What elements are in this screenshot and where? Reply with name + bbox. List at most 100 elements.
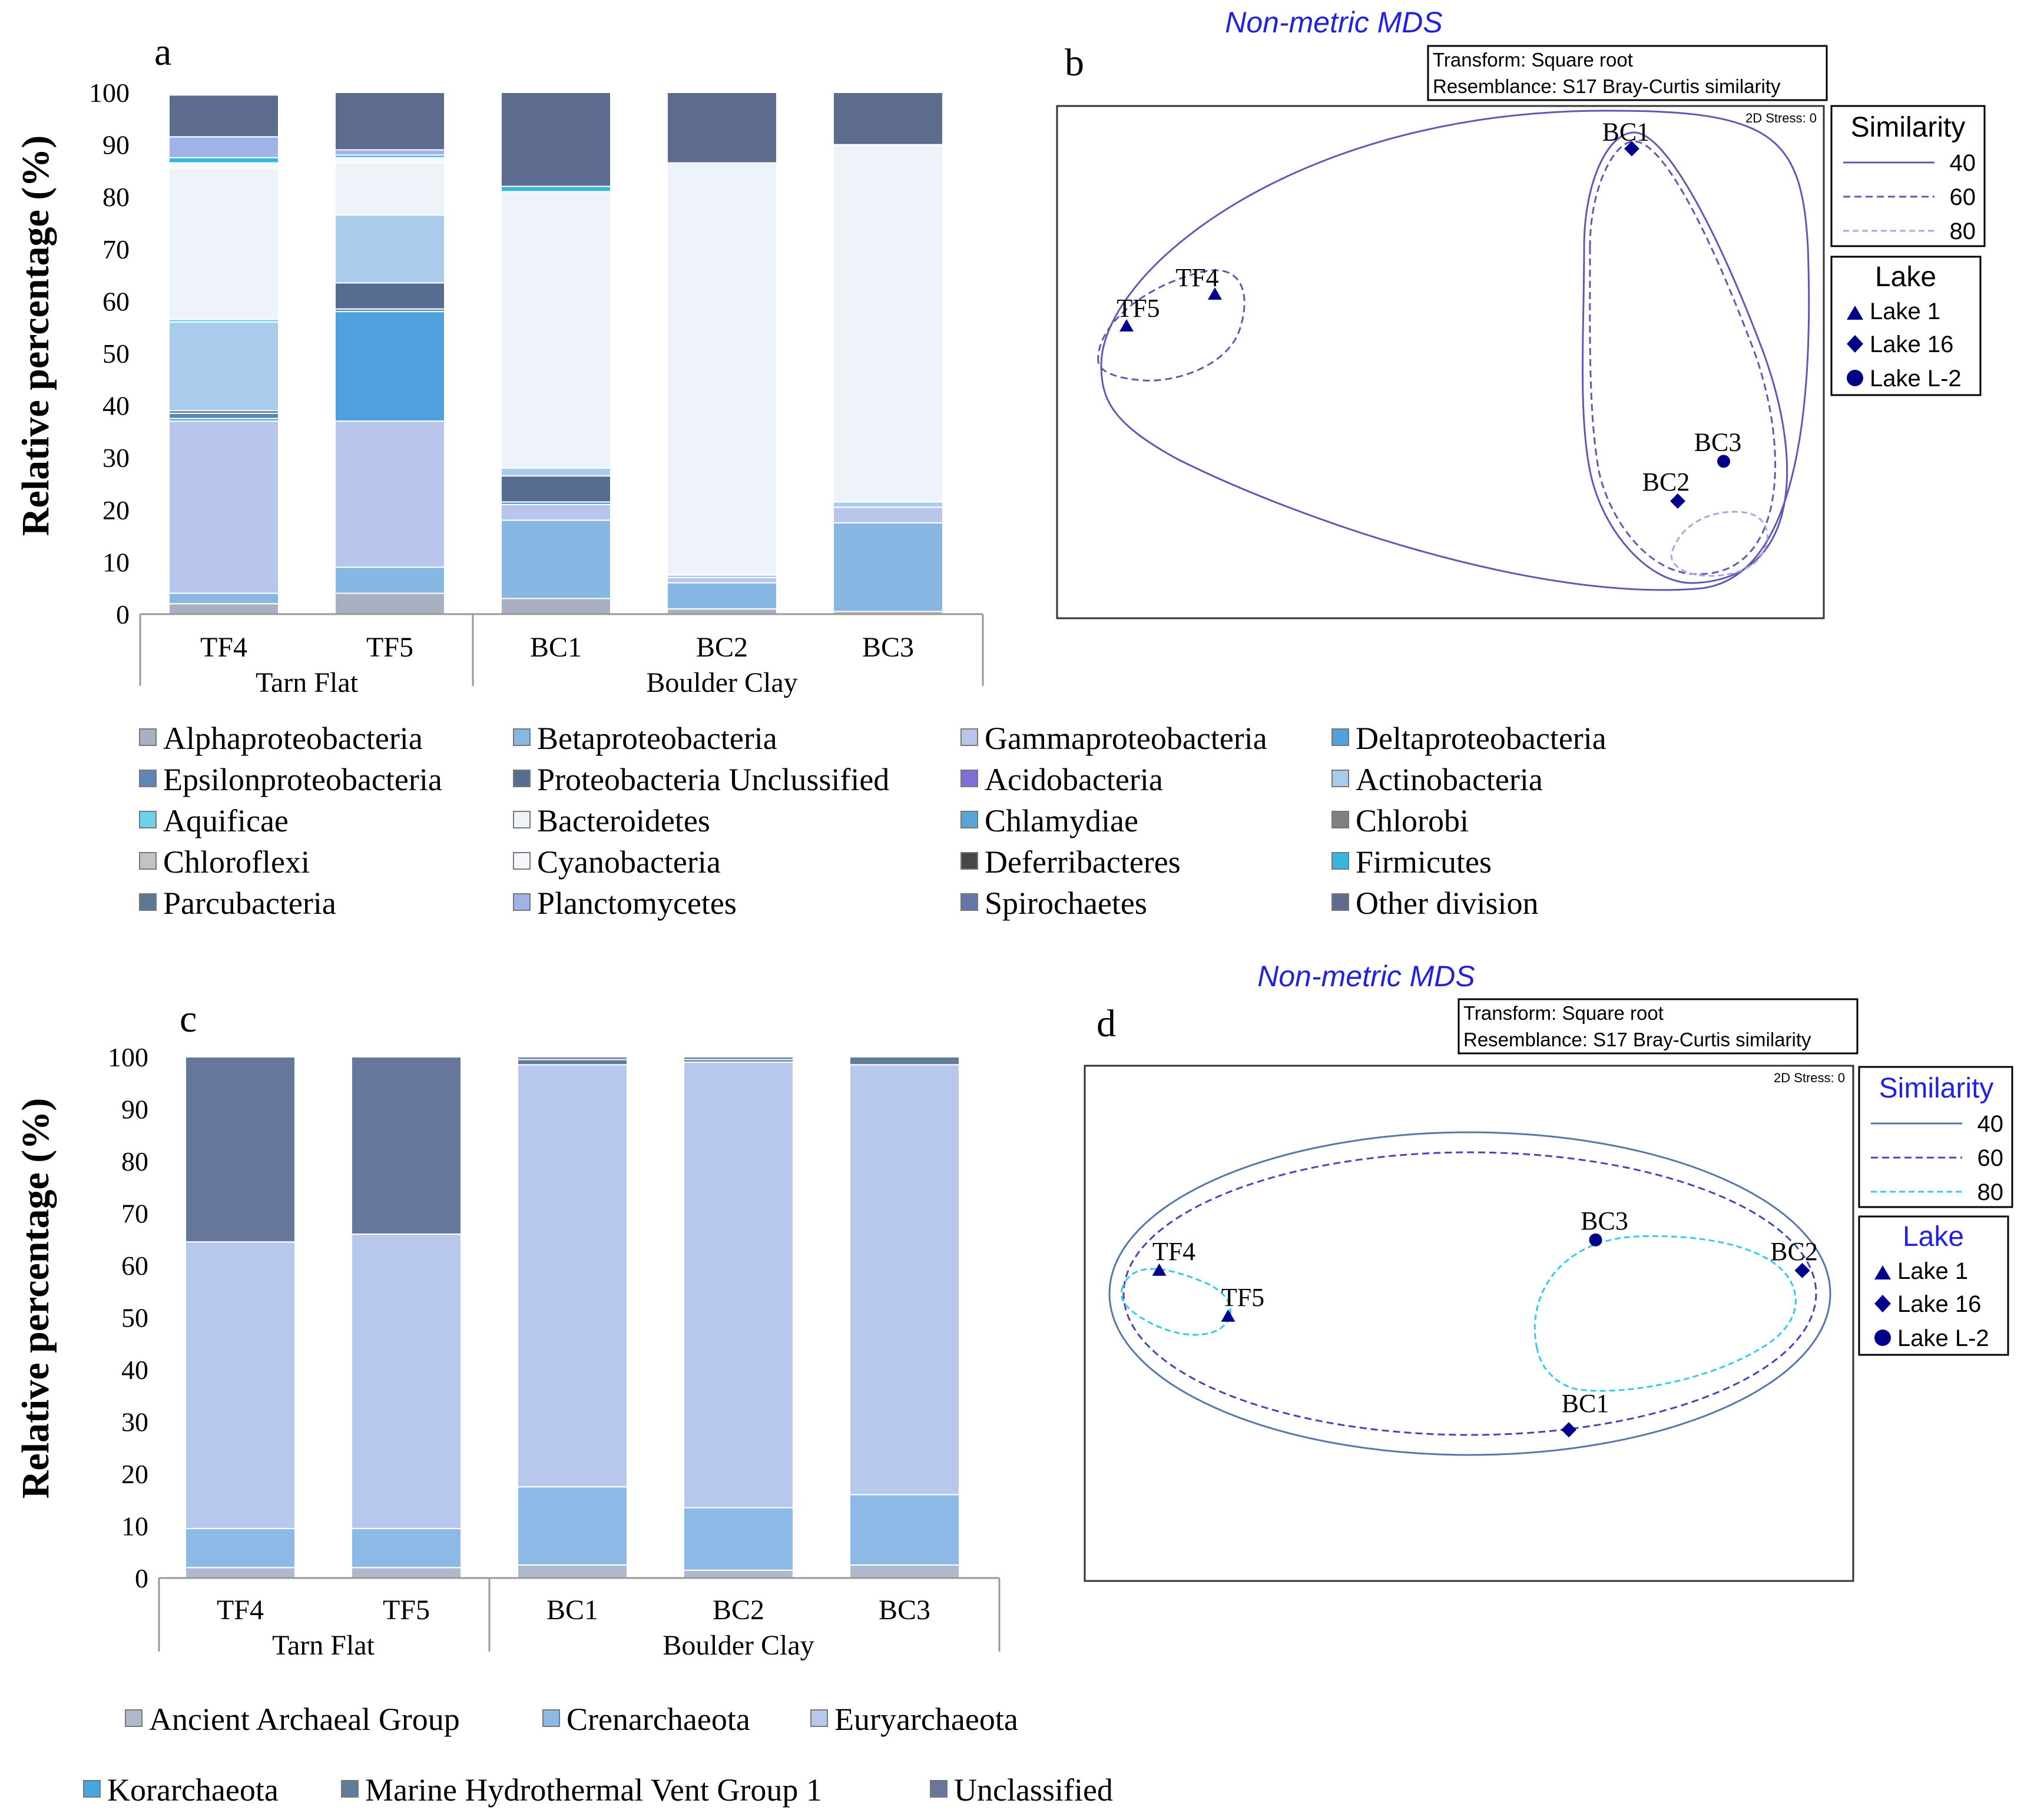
bar-segment-other-division-bc3 — [833, 92, 943, 145]
bar-segment-bacteroidetes-bc1 — [501, 191, 611, 469]
contour-60-d — [1122, 1151, 1817, 1436]
bar-segment-euryarchaeota-tf4 — [185, 1241, 296, 1529]
bar-segment-euryarchaeota-bc1 — [517, 1064, 628, 1488]
x-tick-label: BC2 — [713, 1594, 764, 1626]
y-axis-a: 0 10 20 30 40 50 60 70 80 90 100 — [89, 78, 130, 629]
bar-segment-firmicutes-tf4 — [168, 157, 279, 164]
legend-swatch-chloroflexi — [139, 852, 157, 870]
legend-swatch-other-division — [1331, 893, 1349, 911]
legend-swatch-firmicutes — [1331, 852, 1349, 870]
contour-80-bc-b — [1670, 510, 1768, 577]
bar-segment-gammaproteobacteria-bc3 — [833, 506, 943, 523]
x-tick-label: TF4 — [217, 1594, 264, 1626]
bar-segment-other-division-tf5 — [334, 92, 445, 151]
bar-segment-unclassified-tf4 — [185, 1056, 296, 1243]
bar-segment-unclassified-tf5 — [351, 1056, 462, 1235]
bar-segment-betaproteobacteria-bc2 — [667, 582, 777, 610]
bar-segment-actinobacteria-tf4 — [168, 321, 279, 412]
lake-legend-title-b: Lake — [1875, 261, 1936, 293]
legend-swatch-acidobacteria — [960, 770, 978, 787]
legend-swatch-euryarchaeota — [810, 1709, 828, 1727]
bar-segment-bacteroidetes-tf5 — [334, 162, 445, 216]
legend-label-marine-hydrothermal-vent-group-1: Marine Hydrothermal Vent Group 1 — [365, 1772, 822, 1808]
bar-segment-crenarchaeota-bc3 — [849, 1494, 960, 1566]
legend-label-proteobacteria-unclussified: Proteobacteria Unclussified — [537, 762, 889, 797]
triangle-icon — [1847, 306, 1863, 320]
lake-legend-entry-3-d: Lake L-2 — [1897, 1325, 1989, 1351]
bar-segment-bacteroidetes-tf4 — [168, 167, 279, 320]
x-tick-label: TF5 — [383, 1594, 430, 1626]
point-bc3 — [1589, 1233, 1602, 1247]
bar-segment-epsilonproteobacteria-tf4 — [168, 412, 279, 419]
info-resemblance-d: Resemblance: S17 Bray-Curtis similarity — [1463, 1029, 1811, 1050]
legend-label-gammaproteobacteria: Gammaproteobacteria — [985, 721, 1267, 756]
x-axis-a: TF4 TF5 BC1 BC2 BC3 Tarn Flat Boulder Clay — [139, 613, 984, 698]
y-tick-label: 30 — [121, 1407, 148, 1437]
triangle-icon — [1874, 1265, 1891, 1279]
point-bc1 — [1624, 141, 1639, 157]
info-resemblance-b: Resemblance: S17 Bray-Curtis similarity — [1433, 75, 1781, 97]
plot-frame-b — [1056, 105, 1825, 619]
lake-legend-entry-2-b: Lake 16 — [1870, 331, 1953, 357]
info-transform-d: Transform: Square root — [1463, 1002, 1664, 1024]
contour-40-outer-b — [1100, 110, 1810, 591]
contour-80-bc-d — [1533, 1235, 1797, 1392]
similarity-legend-title-d: Similarity — [1879, 1073, 1994, 1104]
y-tick-label: 40 — [121, 1355, 148, 1385]
contour-60-tf-b — [1097, 269, 1245, 382]
ylabel-c: Relative percentage (%) — [14, 1098, 57, 1499]
legend-swatch-cyanobacteria — [513, 852, 531, 870]
y-tick-label: 10 — [102, 547, 130, 577]
bar-segment-actinobacteria-tf5 — [334, 214, 445, 284]
point-label-tf5: TF5 — [1117, 294, 1160, 323]
legend-swatch-unclassified — [930, 1780, 948, 1798]
bar-segment-proteobacteria-unclussified-tf5 — [334, 282, 445, 310]
legend-label-deferribacteres: Deferribacteres — [985, 844, 1181, 880]
legend-swatch-planctomycetes — [513, 893, 531, 911]
panel-label-a: a — [154, 31, 171, 74]
similarity-40-label-b: 40 — [1950, 150, 1976, 176]
legend-swatch-crenarchaeota — [542, 1709, 560, 1727]
legend-swatch-spirochaetes — [960, 893, 978, 911]
info-box-d — [1457, 998, 1859, 1055]
group-label-boulder-clay: Boulder Clay — [646, 667, 797, 698]
panel-c: c Relative percentage (%) 0 10 20 30 40 50 60 7… — [14, 997, 1113, 1808]
legend-swatch-actinobacteria — [1331, 770, 1349, 787]
ylabel-a: Relative percentage (%) — [14, 135, 57, 536]
y-tick-label: 90 — [121, 1095, 148, 1125]
legend-swatch-deltaproteobacteria — [1331, 728, 1349, 746]
legend-swatch-epsilonproteobacteria — [139, 770, 157, 787]
bar-segment-gammaproteobacteria-bc1 — [501, 503, 611, 521]
point-bc3 — [1717, 455, 1730, 468]
x-tick-label: BC1 — [546, 1594, 598, 1626]
bar-segment-unclassified-bc2 — [683, 1056, 794, 1060]
y-tick-label: 20 — [121, 1459, 148, 1489]
legend-label-chlamydiae: Chlamydiae — [985, 803, 1138, 838]
bar-segment-actinobacteria-bc1 — [501, 467, 611, 477]
bar-segment-crenarchaeota-tf4 — [185, 1527, 296, 1569]
mds-title-d: Non-metric MDS — [1257, 960, 1475, 993]
panel-label-b: b — [1065, 41, 1084, 84]
legend-swatch-korarchaeota — [83, 1780, 101, 1798]
point-bc2 — [1670, 493, 1685, 509]
y-tick-label: 60 — [102, 286, 130, 316]
x-tick-label: BC3 — [862, 632, 914, 663]
bar-segment-ancient-archaeal-group-bc2 — [683, 1569, 794, 1579]
bars-c — [185, 1056, 960, 1579]
bar-segment-gammaproteobacteria-bc2 — [667, 576, 777, 584]
point-label-tf4: TF4 — [1152, 1237, 1195, 1266]
point-tf5 — [1119, 319, 1134, 331]
legend-swatch-chlorobi — [1331, 811, 1349, 828]
stress-d: 2D Stress: 0 — [1774, 1070, 1845, 1085]
panel-a: a Relative percentage (%) 0 10 20 30 40 50 60 7… — [14, 31, 1606, 921]
y-tick-label: 10 — [121, 1511, 148, 1541]
bar-segment-gammaproteobacteria-tf4 — [168, 420, 279, 594]
y-tick-label: 80 — [102, 182, 130, 212]
point-bc2 — [1794, 1262, 1810, 1278]
bar-segment-euryarchaeota-bc2 — [683, 1061, 794, 1509]
x-axis-c: TF4 TF5 BC1 BC2 BC3 Tarn Flat Boulder Clay — [158, 1577, 1001, 1661]
bar-segment-ancient-archaeal-group-tf5 — [351, 1567, 462, 1579]
legend-label-other-division: Other division — [1356, 886, 1538, 921]
legend-swatch-alphaproteobacteria — [139, 728, 157, 746]
